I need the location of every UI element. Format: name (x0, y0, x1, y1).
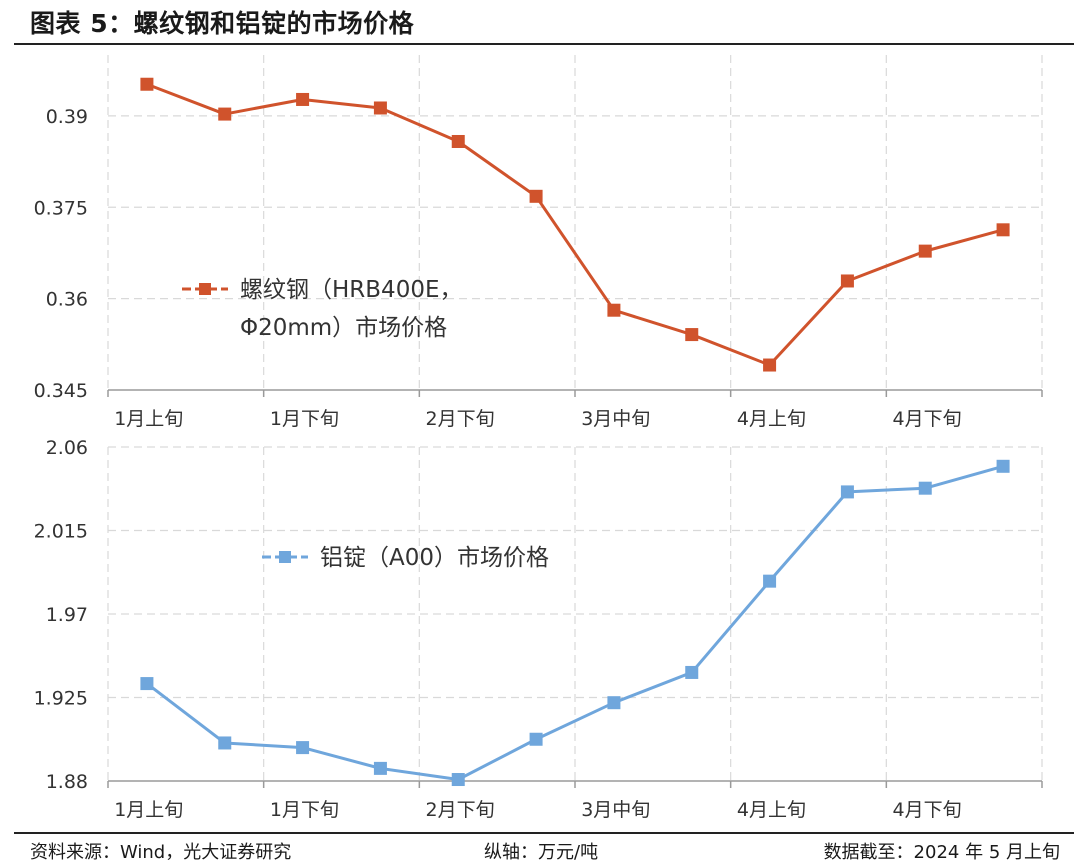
y-tick-label: 2.015 (34, 521, 88, 543)
data-point-marker (296, 92, 310, 106)
data-point-marker (763, 358, 777, 372)
x-tick-label: 4月上旬 (737, 408, 806, 430)
x-tick-label: 1月上旬 (114, 799, 183, 821)
rebar-price-chart: 0.39 0.375 0.36 0.345 1月上旬 1月下旬 2月下旬 3月中旬 4月上旬 4月… (34, 55, 1043, 430)
data-point-marker (373, 761, 387, 775)
data-point-marker (918, 481, 932, 495)
series-line (146, 464, 1004, 782)
data-point-marker (296, 741, 310, 755)
data-point-marker (529, 732, 543, 746)
y-tick-label: 0.39 (46, 106, 88, 128)
series-line (146, 82, 1004, 367)
data-point-marker (685, 665, 699, 679)
data-point-marker (996, 223, 1010, 237)
y-tick-label: 0.375 (34, 197, 88, 219)
x-tick-label: 1月下旬 (270, 799, 339, 821)
data-point-marker (140, 77, 154, 91)
data-point-marker (607, 303, 621, 317)
data-point-marker (685, 328, 699, 342)
data-point-marker (840, 485, 854, 499)
legend-label: Φ20mm）市场价格 (240, 315, 447, 341)
title-rule (14, 43, 1074, 45)
data-point-marker (451, 134, 465, 148)
legend-label: 铝锭（A00）市场价格 (320, 545, 549, 571)
x-tick-label: 4月下旬 (893, 408, 962, 430)
data-point-marker (996, 459, 1010, 473)
aluminum-price-chart: 2.06 2.015 1.97 1.925 1.88 1月上旬 1月下旬 2月下旬 3月中旬 4月… (34, 437, 1043, 821)
source-note: 资料来源：Wind，光大证券研究 (30, 842, 292, 863)
data-point-marker (840, 274, 854, 288)
data-point-marker (451, 773, 465, 787)
x-tick-label: 3月中旬 (581, 408, 650, 430)
x-tick-label: 2月下旬 (426, 799, 495, 821)
x-tick-label: 1月上旬 (114, 408, 183, 430)
data-point-marker (529, 189, 543, 203)
x-tick-label: 3月中旬 (581, 799, 650, 821)
y-tick-label: 0.345 (34, 380, 88, 402)
x-tick-label: 2月下旬 (426, 408, 495, 430)
x-tick-label: 4月上旬 (737, 799, 806, 821)
data-point-marker (218, 736, 232, 750)
data-point-marker (373, 101, 387, 115)
legend-swatch-marker (279, 551, 291, 563)
y-tick-label: 2.06 (46, 437, 88, 459)
x-tick-label: 1月下旬 (270, 408, 339, 430)
data-point-marker (140, 677, 154, 691)
data-point-marker (218, 107, 232, 121)
y-tick-label: 1.88 (46, 771, 88, 793)
unit-note: 纵轴：万元/吨 (484, 842, 599, 863)
y-tick-label: 0.36 (46, 289, 88, 311)
data-point-marker (607, 696, 621, 710)
y-tick-label: 1.97 (46, 604, 88, 626)
footer-rule (14, 832, 1074, 834)
y-tick-label: 1.925 (34, 688, 88, 710)
data-point-marker (918, 244, 932, 258)
x-tick-label: 4月下旬 (893, 799, 962, 821)
data-point-marker (763, 574, 777, 588)
cutoff-note: 数据截至：2024 年 5 月上旬 (823, 842, 1060, 863)
charts-canvas: 0.39 0.375 0.36 0.345 1月上旬 1月下旬 2月下旬 3月中旬 4月上旬 4月… (34, 55, 1043, 821)
figure-title: 图表 5：螺纹钢和铝锭的市场价格 (30, 9, 415, 38)
legend-swatch-marker (199, 283, 211, 295)
legend-label: 螺纹钢（HRB400E， (240, 277, 463, 303)
